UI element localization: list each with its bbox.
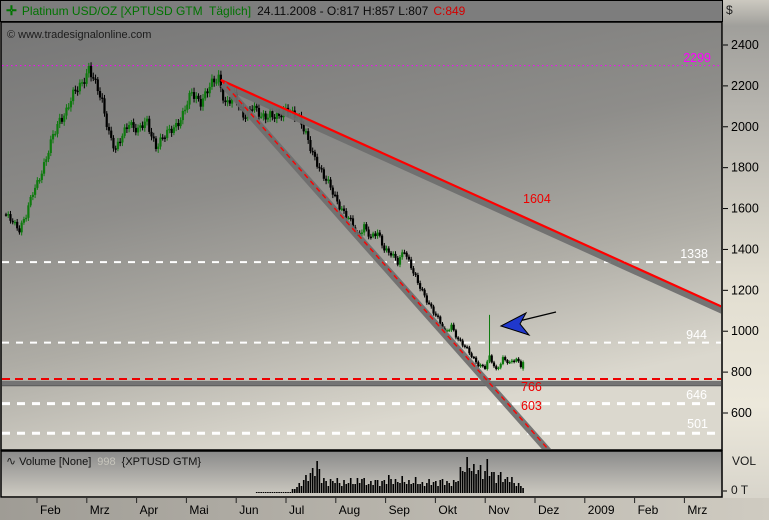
instrument-title: Platinum USD/OZ [XPTUSD GTM Täglich] [21, 4, 252, 18]
time-tick-label: 2009 [588, 503, 615, 517]
price-tick-label: 2400 [731, 38, 759, 52]
chart-title-bar[interactable]: ✛ Platinum USD/OZ [XPTUSD GTM Täglich] 2… [0, 0, 723, 22]
time-tick-label: Aug [339, 503, 360, 517]
price-axis-strip [723, 0, 769, 520]
close-readout: C:849 [433, 4, 466, 18]
ohlc-readout: 24.11.2008 - O:817 H:857 L:807 [257, 4, 429, 18]
candlestick-series [4, 62, 525, 371]
trendline-resistance-major[interactable] [220, 78, 724, 314]
time-tick-label: Feb [638, 503, 659, 517]
time-tick-label: Mrz [687, 503, 707, 517]
currency-symbol: $ [726, 3, 733, 17]
volume-axis-zero: 0 T [731, 483, 749, 497]
time-axis: Feb Mrz Apr Mai Jun Jul Aug Sep Okt Nov Dez 2009 Feb… [36, 498, 707, 517]
time-axis-strip [0, 498, 769, 520]
volume-last-value: 998 [97, 456, 116, 468]
level-label-944: 944 [686, 328, 707, 342]
price-tick-label: 2000 [731, 120, 759, 134]
price-tick-label: 1400 [731, 242, 759, 256]
chart-labels: 2299 1338 944 766 646 501 603 1604 [521, 51, 711, 431]
level-label-1338: 1338 [680, 247, 708, 261]
price-levels [2, 65, 721, 435]
level-label-2299: 2299 [683, 51, 711, 65]
price-tick-label: 1200 [731, 283, 759, 297]
price-tick-label: 1600 [731, 202, 759, 216]
volume-indicator-label: Volume [None] [19, 456, 92, 468]
price-tick-label: 800 [731, 365, 752, 379]
level-label-603: 603 [521, 399, 542, 413]
time-tick-label: Okt [438, 503, 457, 517]
time-tick-label: Sep [389, 503, 411, 517]
watermark-link[interactable]: © www.tradesignalonline.com [7, 29, 152, 41]
time-tick-label: Jul [289, 503, 304, 517]
time-tick-label: Jun [239, 503, 258, 517]
annotation-arrow[interactable] [499, 311, 557, 336]
price-tick-label: 1800 [731, 161, 759, 175]
time-tick-label: Mai [189, 503, 208, 517]
time-tick-label: Apr [140, 503, 159, 517]
time-tick-label: Mrz [90, 503, 110, 517]
volume-axis-label: VOL [732, 454, 757, 468]
time-tick-label: Dez [538, 503, 559, 517]
trendline-resistance-steep[interactable] [220, 79, 552, 453]
price-tick-label: 2200 [731, 79, 759, 93]
level-label-646: 646 [686, 388, 707, 402]
chart-series-icon: ✛ [6, 3, 17, 18]
price-tick-label: 600 [731, 406, 752, 420]
price-tick-label: 1000 [731, 324, 759, 338]
price-axis: 2400 2200 2000 1800 1600 1400 1200 1000 800 600 [723, 38, 759, 492]
time-tick-label: Feb [40, 503, 61, 517]
support-band [2, 380, 721, 386]
volume-symbol-label: {XPTUSD GTM} [121, 456, 202, 468]
trendline-label: 1604 [523, 192, 551, 206]
time-tick-label: Nov [488, 503, 509, 517]
indicator-wave-icon: ∿ [6, 454, 17, 468]
volume-pane-header[interactable]: ∿ Volume [None] 998 {XPTUSD GTM} [6, 454, 201, 468]
level-label-766: 766 [521, 380, 542, 394]
volume-bars [255, 457, 524, 493]
level-label-501: 501 [687, 417, 708, 431]
